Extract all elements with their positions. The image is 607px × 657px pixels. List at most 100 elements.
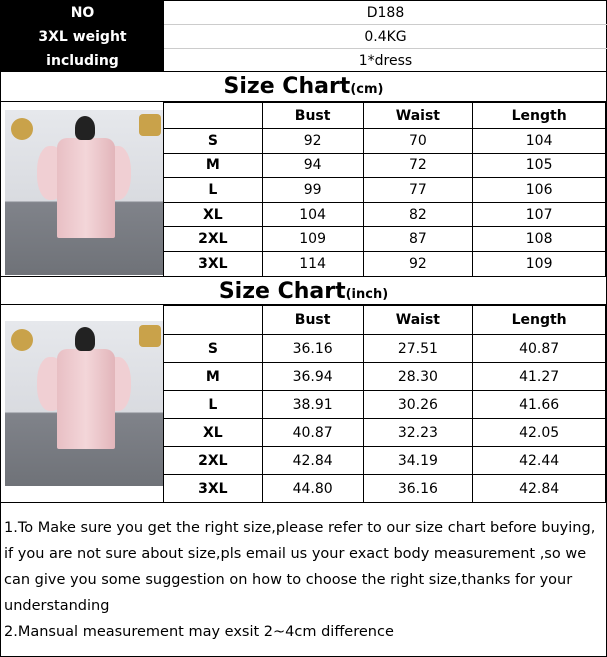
table-row: 3XL 44.80 36.16 42.84 <box>163 474 606 503</box>
table-header: Bust Waist Length <box>163 305 606 335</box>
table-row: L 99 77 106 <box>163 177 606 203</box>
value-cell: 40.87 <box>472 334 606 363</box>
value-cell: 42.84 <box>472 474 606 503</box>
value-no: D188 <box>164 1 607 25</box>
size-chart-cm-title: Size Chart(cm) <box>0 72 607 102</box>
size-cell: S <box>163 128 263 154</box>
table-header: Bust Waist Length <box>163 102 606 129</box>
value-cell: 114 <box>261 250 364 277</box>
table-row: M 36.94 28.30 41.27 <box>163 362 606 391</box>
value-cell: 34.19 <box>362 446 474 475</box>
size-cell: XL <box>163 201 263 228</box>
value-cell: 27.51 <box>362 334 474 363</box>
decor <box>11 118 33 140</box>
value-cell: 104 <box>261 201 364 228</box>
note-2: 2.Mansual measurement may exsit 2~4cm di… <box>4 624 394 640</box>
decor <box>139 114 161 136</box>
value-cell: 32.23 <box>362 418 474 447</box>
size-cell: 3XL <box>163 250 263 277</box>
value-cell: 105 <box>472 152 606 179</box>
label-weight: 3XL weight <box>1 25 164 49</box>
table-row: 2XL 42.84 34.19 42.44 <box>163 446 606 475</box>
size-cell: 2XL <box>163 226 263 252</box>
value-cell: 108 <box>472 226 606 252</box>
size-chart-inch-title: Size Chart(inch) <box>0 276 607 305</box>
model-head <box>75 327 95 351</box>
size-cell: S <box>163 334 263 363</box>
value-cell: 82 <box>362 201 474 228</box>
size-header <box>163 305 263 335</box>
value-cell: 87 <box>362 226 474 252</box>
value-cell: 109 <box>472 250 606 277</box>
label-no: NO <box>1 1 164 25</box>
table-row: M 94 72 105 <box>163 152 606 179</box>
value-cell: 40.87 <box>261 418 364 447</box>
size-cell: 2XL <box>163 446 263 475</box>
value-cell: 94 <box>261 152 364 179</box>
unit-text: (inch) <box>345 287 389 302</box>
model-head <box>75 116 95 140</box>
table-row: 2XL 109 87 108 <box>163 226 606 252</box>
col-bust: Bust <box>261 305 364 335</box>
dress <box>57 138 115 238</box>
product-photo <box>5 321 163 486</box>
size-cell: L <box>163 390 263 419</box>
value-cell: 70 <box>362 128 474 154</box>
decor <box>139 325 161 347</box>
size-cell: M <box>163 152 263 179</box>
value-cell: 42.84 <box>261 446 364 475</box>
col-length: Length <box>472 305 606 335</box>
title-text: Size Chart <box>218 279 346 304</box>
table-row: XL 40.87 32.23 42.05 <box>163 418 606 447</box>
decor <box>11 329 33 351</box>
value-cell: 106 <box>472 177 606 203</box>
table-row: S 92 70 104 <box>163 128 606 154</box>
label-including: including <box>1 49 164 72</box>
value-weight: 0.4KG <box>164 25 607 49</box>
value-cell: 107 <box>472 201 606 228</box>
value-including: 1*dress <box>358 53 413 69</box>
unit-text: (cm) <box>350 82 384 97</box>
title-text: Size Chart <box>223 74 351 99</box>
product-info: NO D188 3XL weight 0.4KG including 1*dre… <box>0 0 607 72</box>
value-cell: 42.05 <box>472 418 606 447</box>
value-cell: 104 <box>472 128 606 154</box>
size-table-inch: Bust Waist Length S 36.16 27.51 40.87 M 36.94 28… <box>163 305 606 503</box>
value-cell: 42.44 <box>472 446 606 475</box>
value-cell: 41.66 <box>472 390 606 419</box>
size-cell: L <box>163 177 263 203</box>
size-header <box>163 102 263 129</box>
value-cell: 36.16 <box>261 334 364 363</box>
value-cell: 92 <box>362 250 474 277</box>
cm-section <box>0 102 607 276</box>
value-cell: 109 <box>261 226 364 252</box>
value-cell: 36.16 <box>362 474 474 503</box>
product-photo <box>5 110 163 275</box>
size-table-cm: Bust Waist Length S 92 70 104 M 94 72 105 L 99 77 106… <box>163 102 606 277</box>
col-length: Length <box>472 102 606 129</box>
col-waist: Waist <box>362 102 474 129</box>
table-row: 3XL 114 92 109 <box>163 250 606 277</box>
value-cell: 36.94 <box>261 362 364 391</box>
value-cell: 30.26 <box>362 390 474 419</box>
value-cell: 44.80 <box>261 474 364 503</box>
value-cell: 41.27 <box>472 362 606 391</box>
size-cell: XL <box>163 418 263 447</box>
col-waist: Waist <box>362 305 474 335</box>
dress <box>57 349 115 449</box>
notes: 1.To Make sure you get the right size,pl… <box>0 502 607 657</box>
value-cell: 92 <box>261 128 364 154</box>
size-cell: M <box>163 362 263 391</box>
table-row: S 36.16 27.51 40.87 <box>163 334 606 363</box>
value-cell: 99 <box>261 177 364 203</box>
size-cell: 3XL <box>163 474 263 503</box>
table-row: XL 104 82 107 <box>163 201 606 228</box>
value-cell: 77 <box>362 177 474 203</box>
inch-section <box>0 305 607 502</box>
value-cell: 38.91 <box>261 390 364 419</box>
note-1: 1.To Make sure you get the right size,pl… <box>4 520 596 614</box>
value-cell: 72 <box>362 152 474 179</box>
col-bust: Bust <box>261 102 364 129</box>
value-cell: 28.30 <box>362 362 474 391</box>
table-row: L 38.91 30.26 41.66 <box>163 390 606 419</box>
